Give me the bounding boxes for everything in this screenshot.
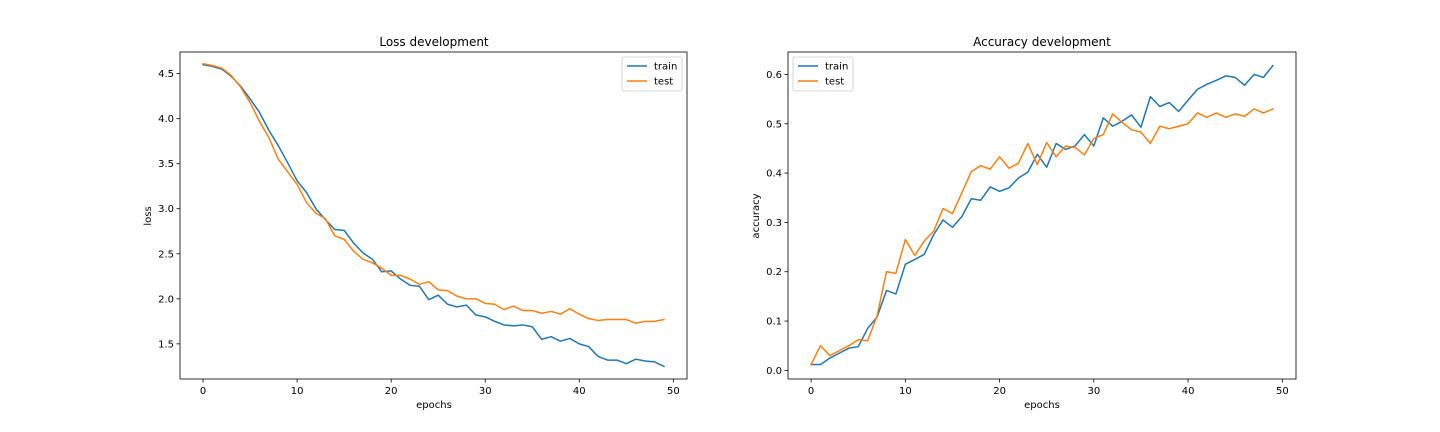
- accuracy-chart-x-tick-label: 10: [899, 386, 912, 397]
- loss-chart-series-train-line: [202, 63, 665, 368]
- loss-chart-x-tick-label: 20: [385, 386, 398, 397]
- loss-chart-x-tick-label: 30: [479, 386, 492, 397]
- accuracy-chart-x-tick-label: 0: [808, 386, 814, 397]
- loss-chart: Loss development 0 10 20 30 40 50 1.5 2.0 2.5 3.…: [143, 35, 688, 411]
- loss-chart-legend-test-label: test: [654, 77, 673, 88]
- loss-chart-x-label: epochs: [416, 400, 452, 411]
- accuracy-chart-frame: [787, 51, 1297, 380]
- accuracy-chart-x-tick-label: 20: [993, 386, 1006, 397]
- accuracy-chart-y-ticks: 0.0 0.1 0.2 0.3 0.4 0.5 0.6: [766, 70, 788, 377]
- accuracy-chart-axes-frame: [787, 51, 1297, 380]
- accuracy-chart-plot-area: [810, 64, 1274, 366]
- loss-chart-series-test-line: [202, 62, 665, 324]
- loss-chart-plot-area: [202, 62, 665, 368]
- loss-chart-title: Loss development: [379, 35, 489, 49]
- accuracy-chart-y-tick-label: 0.6: [766, 70, 782, 81]
- loss-chart-frame: [179, 51, 688, 380]
- loss-chart-legend-train-label: train: [654, 62, 677, 73]
- loss-chart-axes-frame: [179, 51, 688, 380]
- accuracy-chart-series-train-line: [810, 64, 1274, 366]
- accuracy-chart-y-tick-label: 0.3: [766, 218, 782, 229]
- accuracy-chart-legend-train-label: train: [825, 62, 848, 73]
- accuracy-chart-x-ticks: 0 10 20 30 40 50: [808, 379, 1289, 397]
- loss-chart-x-tick-label: 50: [667, 386, 680, 397]
- accuracy-chart-y-tick-label: 0.5: [766, 119, 782, 130]
- accuracy-chart-title: Accuracy development: [973, 35, 1111, 49]
- loss-chart-legend: train test: [621, 56, 683, 92]
- accuracy-chart-x-tick-label: 40: [1182, 386, 1195, 397]
- accuracy-chart-y-tick-label: 0.4: [766, 169, 782, 180]
- accuracy-chart-x-tick-label: 30: [1087, 386, 1100, 397]
- loss-chart-y-ticks: 1.5 2.0 2.5 3.0 3.5 4.0 4.5: [158, 69, 180, 350]
- loss-chart-y-tick-label: 3.5: [158, 159, 174, 170]
- loss-chart-y-tick-label: 4.5: [158, 69, 174, 80]
- accuracy-chart-legend-test-label: test: [825, 77, 844, 88]
- accuracy-chart-y-tick-label: 0.2: [766, 267, 782, 278]
- accuracy-chart-y-tick-label: 0.0: [766, 366, 782, 377]
- loss-chart-y-tick-label: 1.5: [158, 339, 174, 350]
- accuracy-chart-y-label: accuracy: [751, 193, 762, 238]
- loss-chart-y-tick-label: 4.0: [158, 114, 174, 125]
- accuracy-chart-series-test-line: [810, 107, 1274, 366]
- accuracy-chart: Accuracy development 0 10 20 30 40 50 0.00.10…: [751, 35, 1297, 411]
- loss-chart-x-tick-label: 0: [200, 386, 206, 397]
- loss-chart-y-tick-label: 2.0: [158, 294, 174, 305]
- loss-chart-x-ticks: 0 10 20 30 40 50: [200, 379, 680, 397]
- loss-chart-x-tick-label: 10: [291, 386, 304, 397]
- accuracy-chart-legend: train test: [792, 56, 854, 92]
- loss-chart-x-tick-label: 40: [573, 386, 586, 397]
- accuracy-chart-x-tick-label: 50: [1276, 386, 1289, 397]
- loss-chart-y-label: loss: [143, 206, 154, 225]
- accuracy-chart-y-tick-label: 0.1: [766, 317, 782, 328]
- loss-chart-y-tick-label: 2.5: [158, 249, 174, 260]
- accuracy-chart-x-label: epochs: [1024, 400, 1060, 411]
- loss-chart-y-tick-label: 3.0: [158, 204, 174, 215]
